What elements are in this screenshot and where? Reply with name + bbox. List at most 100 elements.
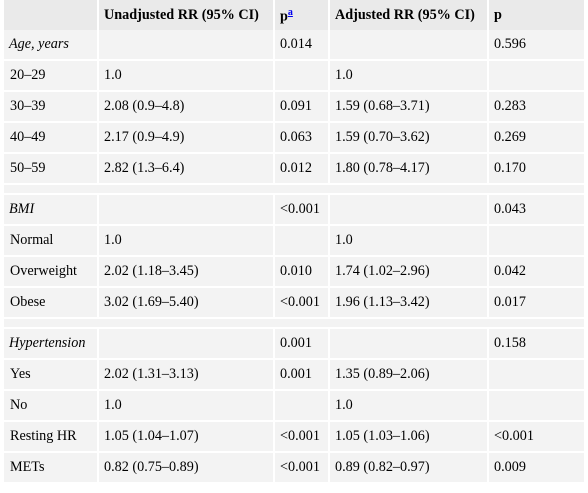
table-group-row: Hypertension 0.001 0.158: [4, 329, 584, 360]
adjusted-rr-cell: 1.05 (1.03–1.06): [330, 422, 487, 453]
table-body: Age, years 0.014 0.596 20–29 1.0 1.0 30–39 2.08…: [4, 30, 584, 484]
p-adjusted-cell: 0.170: [489, 154, 584, 185]
p-adjusted-cell: [489, 61, 584, 92]
adjusted-rr-cell: [330, 30, 487, 61]
p-adjusted-cell: 0.042: [489, 257, 584, 288]
footnote-a-link[interactable]: a: [287, 7, 293, 19]
spacer-cell: [4, 185, 584, 195]
header-p-label: p: [280, 8, 288, 25]
table-header: Unadjusted RR (95% CI) pa Adjusted RR (9…: [4, 0, 584, 30]
adjusted-rr-cell: 1.0: [330, 61, 487, 92]
p-unadjusted-cell: 0.010: [275, 257, 328, 288]
row-label-cell: Yes: [4, 360, 97, 391]
table-row: Resting HR 1.05 (1.04–1.07) <0.001 1.05 (1.…: [4, 422, 584, 453]
p-adjusted-cell: [489, 391, 584, 422]
spacer-cell: [4, 319, 584, 329]
adjusted-rr-cell: 1.0: [330, 391, 487, 422]
p-adjusted-cell: 0.017: [489, 288, 584, 319]
unadjusted-rr-cell: [99, 329, 273, 360]
unadjusted-rr-cell: 1.0: [99, 226, 273, 257]
adjusted-rr-cell: 1.80 (0.78–4.17): [330, 154, 487, 185]
table-row: Normal 1.0 1.0: [4, 226, 584, 257]
row-label-cell: Overweight: [4, 257, 97, 288]
table-row: 50–59 2.82 (1.3–6.4) 0.012 1.80 (0.78–4.17)…: [4, 154, 584, 185]
adjusted-rr-cell: 1.74 (1.02–2.96): [330, 257, 487, 288]
header-variable: [4, 0, 97, 30]
adjusted-rr-cell: 1.0: [330, 226, 487, 257]
row-label-cell: 50–59: [4, 154, 97, 185]
p-adjusted-cell: 0.596: [489, 30, 584, 61]
unadjusted-rr-cell: 2.02 (1.31–3.13): [99, 360, 273, 391]
p-unadjusted-cell: [275, 226, 328, 257]
p-adjusted-cell: 0.283: [489, 92, 584, 123]
p-unadjusted-cell: 0.001: [275, 360, 328, 391]
p-adjusted-cell: 0.269: [489, 123, 584, 154]
results-table: Unadjusted RR (95% CI) pa Adjusted RR (9…: [2, 0, 586, 484]
p-adjusted-cell: 0.043: [489, 195, 584, 226]
unadjusted-rr-cell: [99, 30, 273, 61]
table-row: No 1.0 1.0: [4, 391, 584, 422]
p-adjusted-cell: [489, 360, 584, 391]
table-row: 20–29 1.0 1.0: [4, 61, 584, 92]
row-label-cell: Obese: [4, 288, 97, 319]
p-adjusted-cell: 0.158: [489, 329, 584, 360]
group-label-cell: Age, years: [4, 30, 97, 61]
p-unadjusted-cell: 0.091: [275, 92, 328, 123]
adjusted-rr-cell: 1.59 (0.68–3.71): [330, 92, 487, 123]
unadjusted-rr-cell: 2.02 (1.18–3.45): [99, 257, 273, 288]
row-label-cell: Normal: [4, 226, 97, 257]
row-label-cell: No: [4, 391, 97, 422]
header-unadjusted-rr: Unadjusted RR (95% CI): [99, 0, 273, 30]
header-adjusted-rr: Adjusted RR (95% CI): [330, 0, 487, 30]
p-unadjusted-cell: <0.001: [275, 422, 328, 453]
adjusted-rr-cell: [330, 329, 487, 360]
row-label-cell: Resting HR: [4, 422, 97, 453]
p-adjusted-cell: 0.009: [489, 453, 584, 484]
p-adjusted-cell: [489, 226, 584, 257]
group-label-cell: BMI: [4, 195, 97, 226]
unadjusted-rr-cell: 1.0: [99, 61, 273, 92]
table-group-row: BMI <0.001 0.043: [4, 195, 584, 226]
p-unadjusted-cell: 0.012: [275, 154, 328, 185]
p-unadjusted-cell: [275, 61, 328, 92]
row-label-cell: 40–49: [4, 123, 97, 154]
p-unadjusted-cell: <0.001: [275, 288, 328, 319]
p-unadjusted-cell: 0.063: [275, 123, 328, 154]
table-row: Yes 2.02 (1.31–3.13) 0.001 1.35 (0.89–2.06): [4, 360, 584, 391]
unadjusted-rr-cell: 1.05 (1.04–1.07): [99, 422, 273, 453]
header-p-adjusted: p: [489, 0, 584, 30]
table-row: Obese 3.02 (1.69–5.40) <0.001 1.96 (1.13–3.…: [4, 288, 584, 319]
unadjusted-rr-cell: 1.0: [99, 391, 273, 422]
p-adjusted-cell: <0.001: [489, 422, 584, 453]
p-unadjusted-cell: <0.001: [275, 195, 328, 226]
table-group-row: Age, years 0.014 0.596: [4, 30, 584, 61]
table-row: METs 0.82 (0.75–0.89) <0.001 0.89 (0.82–0.9…: [4, 453, 584, 484]
adjusted-rr-cell: 0.89 (0.82–0.97): [330, 453, 487, 484]
row-label-cell: 30–39: [4, 92, 97, 123]
unadjusted-rr-cell: 2.82 (1.3–6.4): [99, 154, 273, 185]
header-row: Unadjusted RR (95% CI) pa Adjusted RR (9…: [4, 0, 584, 30]
row-label-cell: 20–29: [4, 61, 97, 92]
unadjusted-rr-cell: 0.82 (0.75–0.89): [99, 453, 273, 484]
table-row: 40–49 2.17 (0.9–4.9) 0.063 1.59 (0.70–3.62)…: [4, 123, 584, 154]
adjusted-rr-cell: 1.96 (1.13–3.42): [330, 288, 487, 319]
row-label-cell: METs: [4, 453, 97, 484]
p-unadjusted-cell: 0.001: [275, 329, 328, 360]
unadjusted-rr-cell: 3.02 (1.69–5.40): [99, 288, 273, 319]
table-row: Overweight 2.02 (1.18–3.45) 0.010 1.74 (1.0…: [4, 257, 584, 288]
p-unadjusted-cell: 0.014: [275, 30, 328, 61]
unadjusted-rr-cell: [99, 195, 273, 226]
header-p-unadjusted: pa: [275, 0, 328, 30]
p-unadjusted-cell: <0.001: [275, 453, 328, 484]
unadjusted-rr-cell: 2.17 (0.9–4.9): [99, 123, 273, 154]
table-spacer-row: [4, 319, 584, 329]
adjusted-rr-cell: [330, 195, 487, 226]
p-unadjusted-cell: [275, 391, 328, 422]
table-spacer-row: [4, 185, 584, 195]
group-label-cell: Hypertension: [4, 329, 97, 360]
adjusted-rr-cell: 1.35 (0.89–2.06): [330, 360, 487, 391]
table-row: 30–39 2.08 (0.9–4.8) 0.091 1.59 (0.68–3.71)…: [4, 92, 584, 123]
adjusted-rr-cell: 1.59 (0.70–3.62): [330, 123, 487, 154]
unadjusted-rr-cell: 2.08 (0.9–4.8): [99, 92, 273, 123]
